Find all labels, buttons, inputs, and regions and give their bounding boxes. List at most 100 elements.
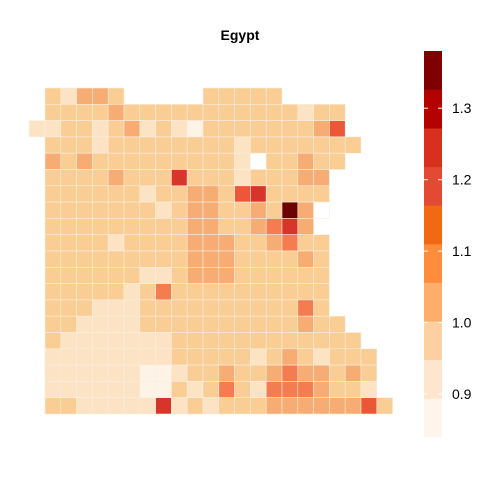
grid-cell	[313, 185, 330, 203]
grid-cell	[123, 397, 141, 415]
grid-cell	[60, 250, 77, 268]
legend-swatch	[424, 282, 442, 322]
grid-cell	[281, 364, 299, 382]
grid-cell	[60, 136, 77, 154]
grid-cell	[107, 185, 125, 203]
grid-cell	[360, 364, 378, 382]
grid-cell	[202, 104, 220, 121]
grid-cell	[155, 234, 172, 252]
grid-cell	[155, 315, 172, 333]
grid-cell	[234, 266, 251, 284]
legend-swatch	[424, 89, 442, 129]
grid-cell	[281, 250, 299, 268]
grid-cell	[139, 332, 156, 350]
grid-cell	[297, 348, 314, 366]
grid-cell	[107, 250, 125, 268]
grid-cell	[171, 169, 188, 187]
grid-cell	[186, 250, 204, 268]
grid-cell	[265, 315, 283, 333]
grid-cell	[123, 266, 141, 284]
grid-cell	[234, 136, 251, 154]
grid-cell	[329, 332, 346, 350]
grid-cell	[344, 397, 362, 415]
grid-cell	[76, 299, 93, 317]
grid-cell	[60, 201, 77, 219]
grid-cell	[155, 266, 172, 284]
grid-cell	[139, 315, 156, 333]
grid-cell	[313, 169, 330, 187]
grid-cell	[107, 397, 125, 415]
grid-cell	[218, 381, 235, 398]
grid-cell	[313, 201, 330, 219]
grid-cell	[139, 136, 156, 154]
grid-cell	[139, 185, 156, 203]
grid-cell	[171, 364, 188, 382]
grid-cell	[123, 381, 141, 398]
grid-cell	[313, 120, 330, 138]
grid-cell	[250, 299, 267, 317]
grid-cell	[171, 283, 188, 301]
grid-cell	[76, 104, 93, 121]
grid-cell	[155, 381, 172, 398]
grid-cell	[107, 120, 125, 138]
grid-cell	[171, 397, 188, 415]
grid-cell	[202, 185, 220, 203]
grid-cell	[60, 234, 77, 252]
grid-cell	[92, 201, 109, 219]
grid-cell	[107, 381, 125, 398]
grid-cell	[123, 185, 141, 203]
grid-cell	[60, 169, 77, 187]
grid-cell	[139, 397, 156, 415]
grid-cell	[186, 234, 204, 252]
grid-cell	[297, 397, 314, 415]
grid-cell	[218, 266, 235, 284]
grid-cell	[139, 234, 156, 252]
grid-cell	[265, 299, 283, 317]
grid-cell	[297, 120, 314, 138]
grid-cell	[155, 397, 172, 415]
grid-cell	[107, 152, 125, 170]
grid-cell	[281, 120, 299, 138]
grid-cell	[44, 120, 62, 138]
grid-cell	[60, 283, 77, 301]
grid-cell	[250, 136, 267, 154]
grid-cell	[313, 283, 330, 301]
grid-cell	[155, 250, 172, 268]
grid-cell	[123, 169, 141, 187]
grid-cell	[28, 120, 46, 138]
grid-cell	[171, 381, 188, 398]
grid-cell	[265, 185, 283, 203]
legend-tick-label: 1.0	[452, 315, 472, 331]
grid-cell	[234, 315, 251, 333]
grid-cell	[281, 381, 299, 398]
grid-cell	[44, 104, 62, 121]
grid-cell	[329, 120, 346, 138]
grid-cell	[202, 299, 220, 317]
grid-cell	[297, 332, 314, 350]
grid-cell	[76, 266, 93, 284]
grid-cell	[281, 266, 299, 284]
legend-tick-label: 0.9	[452, 386, 472, 402]
grid-cell	[76, 234, 93, 252]
grid-cell	[265, 87, 283, 105]
grid-cell	[76, 218, 93, 235]
grid-cell	[186, 201, 204, 219]
grid-cell	[171, 315, 188, 333]
grid-cell	[107, 315, 125, 333]
grid-cell	[281, 201, 299, 219]
grid-cell	[297, 218, 314, 235]
grid-cell	[139, 299, 156, 317]
grid-cell	[139, 348, 156, 366]
grid-cell	[60, 104, 77, 121]
grid-cell	[107, 169, 125, 187]
grid-cell	[92, 169, 109, 187]
grid-cell	[44, 315, 62, 333]
legend-tick-label: 1.2	[452, 172, 472, 188]
grid-cell	[186, 136, 204, 154]
grid-cell	[234, 381, 251, 398]
grid-cell	[313, 397, 330, 415]
grid-cell	[297, 364, 314, 382]
grid-cell	[202, 250, 220, 268]
grid-cell	[107, 266, 125, 284]
grid-cell	[139, 266, 156, 284]
